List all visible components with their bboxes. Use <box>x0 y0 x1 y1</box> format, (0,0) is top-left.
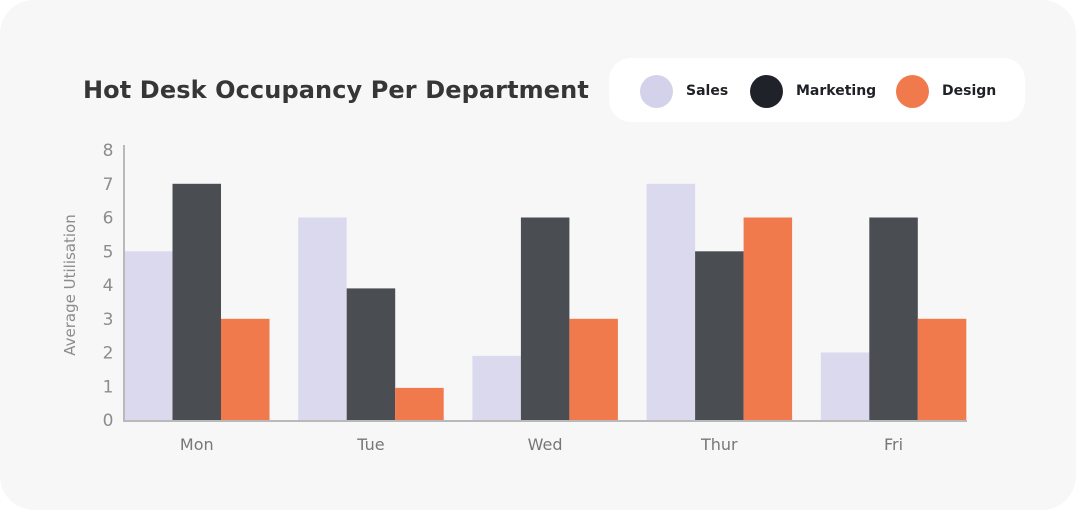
y-tick-label: 6 <box>103 209 114 229</box>
y-tick-label: 3 <box>103 310 114 330</box>
y-tick-label: 1 <box>103 377 114 397</box>
bar-design-tue[interactable] <box>395 387 444 420</box>
y-axis-label: Average Utilisation <box>61 214 79 355</box>
chart-title: Hot Desk Occupancy Per Department <box>83 76 589 104</box>
bar-design-mon[interactable] <box>221 318 270 421</box>
legend-label-design: Design <box>942 83 997 99</box>
bar-sales-mon[interactable] <box>124 251 173 421</box>
y-tick-label: 4 <box>103 276 114 296</box>
bar-sales-wed[interactable] <box>472 355 521 420</box>
bar-design-wed[interactable] <box>569 318 618 421</box>
legend-item-marketing[interactable]: Marketing <box>750 74 876 108</box>
bar-marketing-thur[interactable] <box>695 251 744 421</box>
legend-swatch-marketing <box>750 74 783 108</box>
bar-design-thur[interactable] <box>743 217 793 421</box>
bar-marketing-mon[interactable] <box>172 183 222 421</box>
y-tick-label: 5 <box>103 242 114 262</box>
legend-swatch-design <box>896 74 929 108</box>
x-tick-label: Mon <box>180 435 214 454</box>
legend-label-marketing: Marketing <box>796 83 877 99</box>
bar-marketing-tue[interactable] <box>346 288 396 420</box>
y-tick-label: 2 <box>103 344 114 364</box>
legend-item-design[interactable]: Design <box>896 74 996 108</box>
legend: Sales Marketing Design <box>609 58 1025 122</box>
legend-label-sales: Sales <box>686 83 729 99</box>
x-tick-label: Tue <box>356 435 384 454</box>
x-tick-label: Wed <box>528 435 563 454</box>
bar-marketing-fri[interactable] <box>869 217 918 421</box>
y-tick-label: 8 <box>103 141 114 161</box>
y-tick-label: 0 <box>103 411 114 431</box>
bar-sales-fri[interactable] <box>820 352 870 421</box>
axes-group: Mon Tue Wed Thur Fri 0 1 2 3 4 5 6 7 8 Average Utilisa… <box>61 141 967 454</box>
x-tick-label: Thur <box>700 435 738 454</box>
y-tick-label: 7 <box>103 175 114 195</box>
x-tick-label: Fri <box>884 435 903 454</box>
bar-sales-tue[interactable] <box>298 217 347 421</box>
bar-design-fri[interactable] <box>917 318 967 421</box>
legend-item-sales[interactable]: Sales <box>640 74 728 108</box>
legend-swatch-sales <box>640 74 673 108</box>
bar-marketing-wed[interactable] <box>520 217 570 421</box>
bar-sales-thur[interactable] <box>646 183 696 421</box>
bars-group <box>124 183 967 421</box>
